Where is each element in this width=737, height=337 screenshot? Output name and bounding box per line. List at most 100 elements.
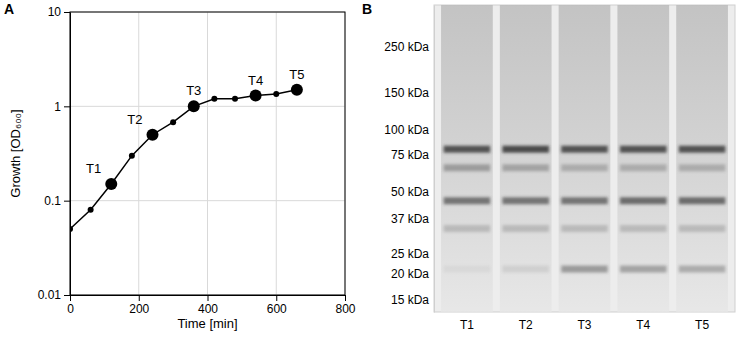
tick: 10	[48, 5, 70, 19]
band	[561, 197, 608, 204]
tick-label: 37 kDa	[391, 212, 429, 226]
plot-area	[441, 5, 728, 312]
tick-label: 0	[67, 302, 74, 316]
line	[70, 90, 297, 229]
marker	[88, 207, 94, 213]
band	[444, 225, 491, 232]
tick: 600	[267, 295, 287, 316]
tick-label: T4	[636, 318, 650, 332]
tick-label: 1	[54, 100, 61, 114]
lane	[617, 5, 669, 312]
tick-label: T3	[577, 318, 591, 332]
tick-label: 800	[335, 302, 355, 316]
tick: 25 kDa	[391, 247, 434, 261]
axis-line	[70, 13, 71, 296]
tick-mark	[64, 295, 70, 296]
tick: T4	[636, 312, 650, 332]
tick: 1	[54, 100, 70, 114]
band	[620, 164, 667, 171]
plot-frame	[70, 12, 345, 295]
annotation: T3	[186, 83, 201, 98]
tick: 250 kDa	[384, 40, 434, 54]
tick-label: 600	[267, 302, 287, 316]
band	[679, 197, 726, 204]
tick-mark	[70, 295, 71, 301]
tick: T1	[460, 312, 474, 332]
marker	[232, 96, 238, 102]
annotation: T5	[289, 67, 304, 82]
y-axis: 0.01 0.1 1 10	[38, 5, 71, 302]
band	[444, 197, 491, 204]
tick-label: 15 kDa	[391, 293, 429, 307]
band	[502, 146, 549, 153]
marker	[170, 119, 176, 125]
marker	[129, 153, 135, 159]
band	[561, 225, 608, 232]
grid-line	[70, 200, 345, 201]
tick: 100 kDa	[384, 123, 434, 137]
tick: T3	[577, 312, 591, 332]
highlight-marker	[147, 129, 159, 141]
tick-label: T5	[695, 318, 709, 332]
tick-label: 50 kDa	[391, 185, 429, 199]
tick: 0.1	[44, 194, 70, 208]
gel	[434, 5, 735, 312]
plot-area	[70, 84, 303, 232]
tick: 0	[67, 295, 74, 316]
grid-line	[138, 12, 139, 295]
annotation: T4	[248, 73, 263, 88]
panel-label: A	[4, 1, 14, 17]
tick-label: 100 kDa	[384, 123, 429, 137]
lane	[559, 5, 611, 312]
highlight-marker	[250, 90, 262, 102]
tick-label: 400	[198, 302, 218, 316]
x-axis-title: Time [min]	[177, 316, 237, 331]
grid	[70, 12, 345, 295]
marker	[211, 96, 217, 102]
tick: 200	[129, 295, 149, 316]
highlight-marker	[188, 100, 200, 112]
band	[679, 164, 726, 171]
tick-label: 150 kDa	[384, 86, 429, 100]
tick-mark	[139, 295, 140, 301]
tick: 150 kDa	[384, 86, 434, 100]
panel: A02004006008000.010.1110Time [min]Growth…	[4, 1, 356, 331]
x-axis: T1 T2 T3 T4 T5	[435, 312, 736, 332]
tick-label: T1	[460, 318, 474, 332]
tick-mark	[345, 295, 346, 301]
tick: T2	[519, 312, 533, 332]
lane	[500, 5, 552, 312]
highlight-marker	[291, 84, 303, 96]
marker	[70, 226, 73, 232]
y-axis: 250 kDa150 kDa100 kDa75 kDa50 kDa37 kDa2…	[384, 6, 434, 313]
band	[561, 164, 608, 171]
panel: B250 kDa150 kDa100 kDa75 kDa50 kDa37 kDa…	[362, 1, 736, 332]
tick-label: 10	[48, 5, 62, 19]
band	[561, 266, 608, 273]
tick: 0.01	[38, 288, 70, 302]
tick-mark	[208, 295, 209, 301]
band	[561, 146, 608, 153]
tick: T5	[695, 312, 709, 332]
band	[620, 225, 667, 232]
band	[679, 225, 726, 232]
tick: 400	[198, 295, 218, 316]
tick-label: 0.1	[44, 194, 61, 208]
tick: 50 kDa	[391, 185, 434, 199]
tick-mark	[276, 295, 277, 301]
tick-label: 0.01	[38, 288, 62, 302]
grid-line	[276, 12, 277, 295]
band	[620, 146, 667, 153]
annotation: T2	[127, 112, 142, 127]
tick: 37 kDa	[391, 212, 434, 226]
tick-label: 200	[129, 302, 149, 316]
band	[502, 164, 549, 171]
band	[620, 197, 667, 204]
tick-mark	[64, 12, 70, 13]
band	[444, 266, 491, 273]
band	[444, 164, 491, 171]
band	[502, 197, 549, 204]
tick-mark	[64, 106, 70, 107]
lane	[676, 5, 728, 312]
band	[620, 266, 667, 273]
